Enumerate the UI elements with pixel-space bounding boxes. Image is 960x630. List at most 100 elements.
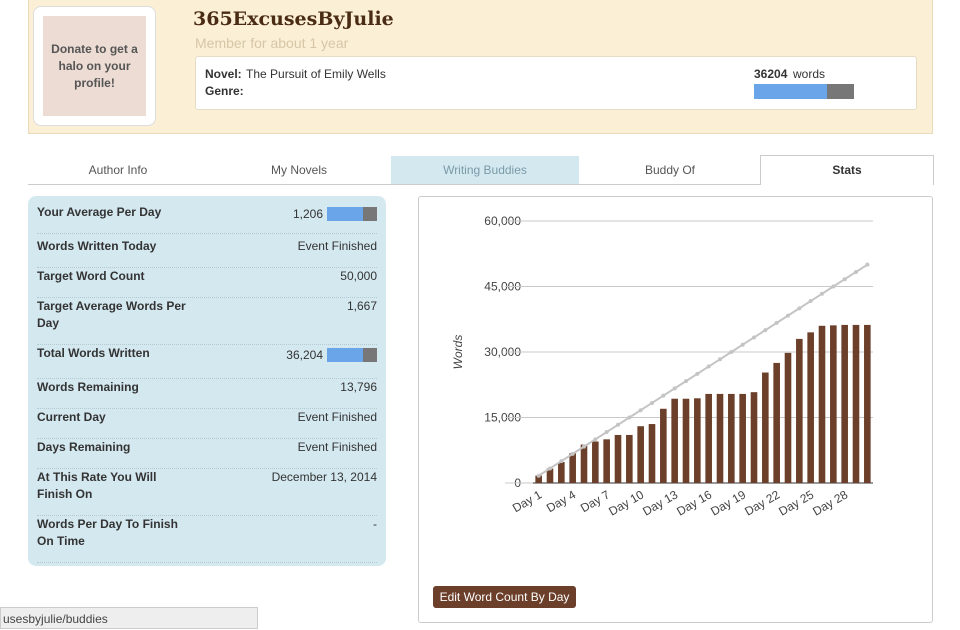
word-count: 36204 <box>754 67 788 81</box>
bar <box>569 453 576 483</box>
line-point <box>774 320 779 325</box>
line-point <box>548 466 552 471</box>
bar <box>682 398 690 483</box>
line <box>538 263 868 477</box>
bar <box>626 434 633 483</box>
mini-bar <box>327 207 377 221</box>
x-tick-label: Day 28 <box>810 487 850 518</box>
line-point <box>752 335 756 340</box>
bar <box>580 444 588 483</box>
stat-label: At This Rate You Will Finish On <box>37 470 157 501</box>
tab[interactable]: Stats <box>760 155 934 185</box>
stat-value-text: Event Finished <box>297 440 377 454</box>
y-tick-label: 30,000 <box>484 345 521 359</box>
line-point <box>650 400 654 405</box>
tab[interactable]: Writing Buddies <box>391 156 579 184</box>
bar <box>671 398 678 483</box>
bar <box>796 338 803 483</box>
bar <box>648 424 656 483</box>
stat-row: Your Average Per Day 1,206 <box>37 204 377 234</box>
stat-value-text: Event Finished <box>297 239 377 253</box>
stat-value-text: 1,206 <box>292 207 323 221</box>
stat-value: December 13, 2014 <box>272 469 377 486</box>
line-point <box>604 430 609 435</box>
novel-label: Novel: <box>205 67 242 81</box>
line-point <box>842 277 847 282</box>
member-since: Member for about 1 year <box>195 35 349 51</box>
stat-label: Target Word Count <box>37 269 145 283</box>
line-point <box>808 299 813 304</box>
bar <box>852 324 860 483</box>
bar <box>728 393 735 483</box>
bar <box>660 408 667 483</box>
bar <box>807 332 814 483</box>
x-tick-label: Day 25 <box>776 487 816 518</box>
line-point <box>536 473 541 478</box>
bar <box>637 426 644 483</box>
stat-row: At This Rate You Will Finish On December … <box>37 469 377 516</box>
bar <box>762 372 769 483</box>
x-tick-label: Day 1 <box>510 487 544 515</box>
line-point <box>695 371 700 376</box>
stat-label: Words Remaining <box>37 380 139 394</box>
stat-value: - <box>373 516 377 533</box>
stat-row: Target Average Words Per Day 1,667 <box>37 298 377 345</box>
stat-value: 36,204 <box>286 347 377 364</box>
y-tick-label: 45,000 <box>484 280 521 294</box>
line-point <box>559 459 564 464</box>
progress-bar <box>754 84 854 99</box>
avatar[interactable]: Donate to get a halo on your profile! <box>33 6 156 126</box>
x-tick-label: Day 13 <box>640 487 680 518</box>
bar <box>739 393 746 483</box>
edit-button[interactable]: Edit Word Count By Day <box>433 586 576 608</box>
stat-value: 13,796 <box>340 379 377 396</box>
y-axis-label: Words <box>451 335 465 370</box>
tab[interactable]: Author Info <box>88 163 148 177</box>
bar <box>705 393 712 483</box>
bar <box>603 439 610 483</box>
bar <box>558 462 565 483</box>
novel-title[interactable]: The Pursuit of Emily Wells <box>246 67 386 81</box>
tab-line <box>28 184 934 185</box>
stat-value-text: 36,204 <box>286 348 323 362</box>
donate-text[interactable]: Donate to get a halo on your profile! <box>43 16 146 116</box>
line-point <box>718 357 722 362</box>
stat-row: Words Written Today Event Finished <box>37 238 377 268</box>
line-point <box>854 269 858 274</box>
stat-value-text: - <box>373 517 377 531</box>
bar <box>546 468 554 483</box>
bar <box>864 324 871 483</box>
stat-value: Event Finished <box>298 238 377 255</box>
tab[interactable]: Buddy Of <box>644 163 696 177</box>
x-tick-label: Day 22 <box>742 487 782 518</box>
bar <box>784 352 792 483</box>
stat-value-text: 50,000 <box>340 269 377 283</box>
bar <box>614 434 622 483</box>
bar <box>716 393 724 483</box>
stat-row: Words Per Day To Finish On Time - <box>37 516 377 563</box>
bar <box>830 325 837 483</box>
line-point <box>582 444 586 449</box>
line-point <box>729 350 734 354</box>
x-tick-label: Day 7 <box>578 487 612 515</box>
line-point <box>865 262 870 267</box>
line-point <box>638 408 643 413</box>
stat-value: 1,667 <box>347 298 377 315</box>
tab[interactable]: My Novels <box>270 163 327 177</box>
stat-value-text: 13,796 <box>340 380 377 394</box>
y-tick-label: 15,000 <box>484 411 521 425</box>
stat-row: Words Remaining 13,796 <box>37 379 377 409</box>
stat-label: Days Remaining <box>37 440 131 454</box>
genre-label: Genre: <box>205 84 244 98</box>
line-point <box>672 386 677 391</box>
stat-label: Target Average Words Per Day <box>37 299 186 330</box>
x-tick-label: Day 16 <box>674 487 714 518</box>
stat-row: Days Remaining Event Finished <box>37 439 377 469</box>
line-point <box>706 364 711 369</box>
line-point <box>797 306 802 311</box>
bar <box>841 324 848 483</box>
bar <box>592 441 599 483</box>
bar <box>773 362 780 483</box>
x-tick-label: Day 19 <box>708 487 748 518</box>
stat-row: Total Words Written 36,204 <box>37 345 377 379</box>
